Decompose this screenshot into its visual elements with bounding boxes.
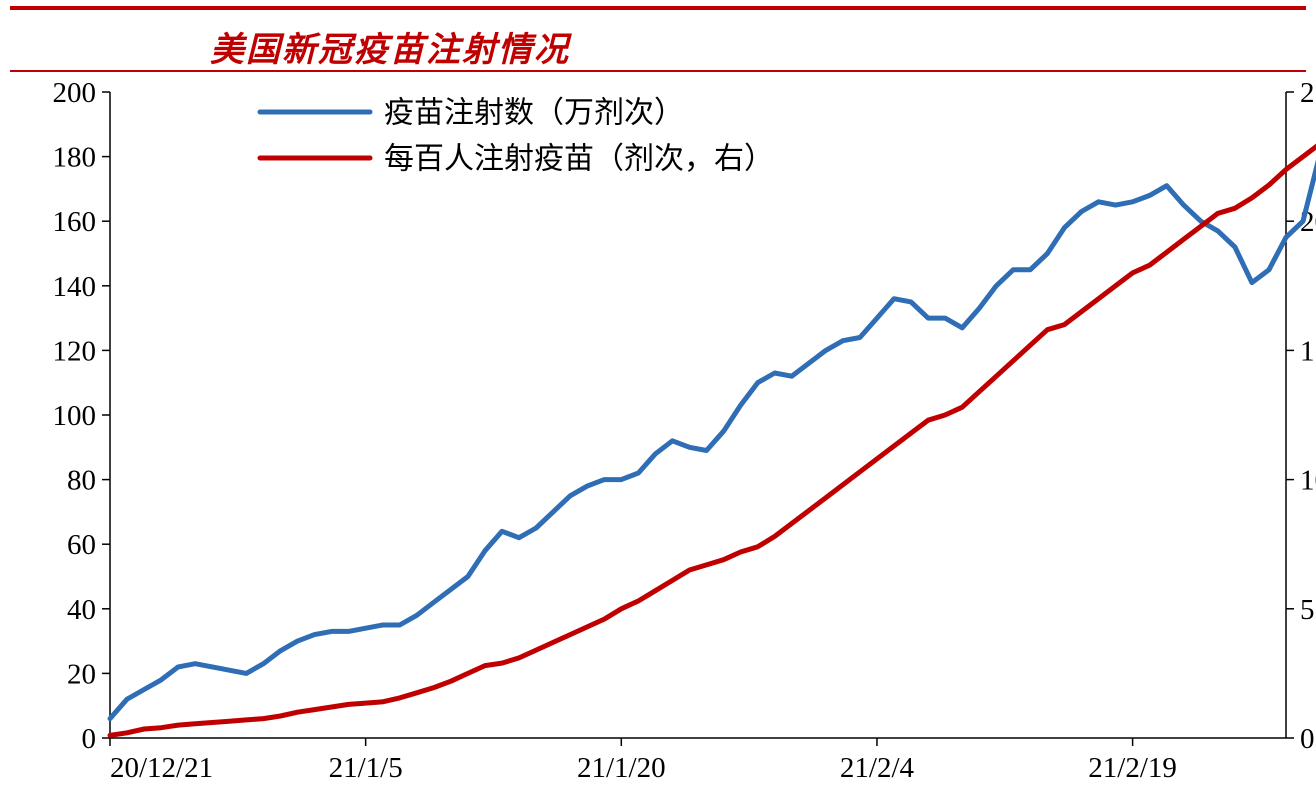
y-right-tick-label: 25 — [1300, 77, 1316, 109]
chart-container: 美国新冠疫苗注射情况 02040608010012014016018020005… — [0, 0, 1316, 812]
legend: 疫苗注射数（万剂次） 每百人注射疫苗（剂次，右） — [260, 97, 774, 176]
y-left-tick-label: 180 — [53, 142, 97, 174]
series-line — [110, 153, 1316, 718]
y-left-tick-label: 200 — [53, 77, 97, 109]
y-left-tick-label: 120 — [53, 335, 97, 367]
y-left-tick-label: 40 — [67, 594, 96, 626]
y-right-tick-label: 0 — [1300, 723, 1315, 755]
y-left-tick-label: 100 — [53, 400, 97, 432]
y-left-tick-label: 0 — [82, 723, 97, 755]
y-left-tick-label: 160 — [53, 206, 97, 238]
y-right-tick-label: 10 — [1300, 465, 1316, 497]
y-left-tick-label: 20 — [67, 658, 96, 690]
legend-label: 疫苗注射数（万剂次） — [384, 97, 684, 130]
y-left-tick-label: 140 — [53, 271, 97, 303]
x-tick-label: 21/2/19 — [1088, 752, 1177, 784]
x-tick-label: 21/1/20 — [577, 752, 666, 784]
y-left-tick-label: 80 — [67, 465, 96, 497]
series — [110, 144, 1316, 736]
legend-label: 每百人注射疫苗（剂次，右） — [384, 143, 774, 176]
y-right-tick-label: 15 — [1300, 335, 1316, 367]
chart-svg: 020406080100120140160180200051015202520/… — [0, 0, 1316, 812]
y-right-tick-label: 5 — [1300, 594, 1315, 626]
x-tick-label: 20/12/21 — [110, 752, 213, 784]
y-left-tick-label: 60 — [67, 529, 96, 561]
x-tick-label: 21/1/5 — [329, 752, 403, 784]
x-tick-label: 21/2/4 — [840, 752, 915, 784]
axes: 020406080100120140160180200051015202520/… — [53, 77, 1316, 784]
